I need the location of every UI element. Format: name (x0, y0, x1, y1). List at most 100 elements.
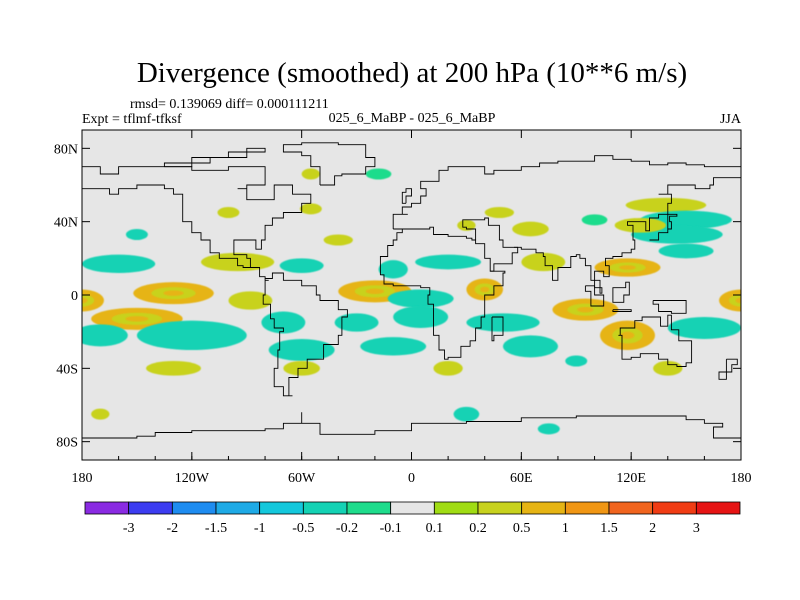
coastline-17 (163, 147, 266, 168)
stats-label: rmsd= 0.139069 diff= 0.000111211 (130, 97, 329, 112)
colorbar-swatch-7 (390, 501, 435, 515)
experiment-label: Expt = tflmf-tfksf (82, 112, 182, 127)
coastline-13 (612, 309, 632, 312)
colorbar-swatch-1 (128, 501, 173, 515)
field-cell-44 (565, 355, 588, 367)
field-cell-8 (301, 168, 320, 180)
field-cell-peak-29 (125, 316, 149, 322)
colorbar-swatch-6 (346, 501, 392, 515)
colorbar: -3 -2 -1.5 -1 -0.5 -0.2 -0.1 0.1 0.2 0.5 1 1.5 2 3 (84, 501, 741, 536)
coastline-15 (652, 300, 687, 314)
chart-title: Divergence (smoothed) at 200 hPa (10**6 … (137, 57, 687, 89)
colorbar-swatch-9 (477, 501, 523, 515)
coastline-0 (82, 166, 348, 397)
field-cell-12 (125, 229, 148, 240)
field-cell-21 (658, 243, 714, 259)
field-cell-peak-36 (577, 306, 594, 313)
coastline-12 (584, 285, 605, 307)
field-cell-45 (433, 361, 463, 376)
field-cell-49 (537, 423, 560, 435)
coastline-7 (514, 175, 741, 294)
coastline-5 (379, 226, 506, 360)
field-cell-34 (393, 306, 449, 328)
field-cell-33 (334, 313, 379, 332)
field-cell-41 (503, 335, 558, 358)
y-tick-label-1: 40N (54, 216, 78, 231)
comparison-label: 025_6_MaBP - 025_6_MaBP (329, 111, 496, 126)
field-cell-18 (415, 254, 482, 270)
colorbar-label-12: 2 (649, 521, 656, 536)
colorbar-label-7: 0.1 (426, 521, 444, 536)
field-cell-26 (228, 291, 273, 310)
coastline-11 (401, 188, 412, 204)
colorbar-swatch-14 (695, 501, 741, 515)
colorbar-swatch-3 (215, 501, 261, 515)
colorbar-label-0: -3 (123, 521, 135, 536)
field-cell-32 (261, 311, 306, 334)
colorbar-swatch-2 (171, 501, 217, 515)
field-cell-42 (146, 361, 201, 376)
field-cell-11 (217, 207, 240, 218)
field-cell-15 (82, 254, 156, 273)
colorbar-swatch-13 (652, 501, 697, 515)
field-cell-5 (484, 207, 515, 218)
colorbar-swatch-4 (259, 501, 304, 515)
season-label: JJA (720, 112, 742, 127)
y-tick-label-0: 80N (54, 142, 78, 157)
colorbar-label-8: 0.2 (469, 521, 487, 536)
field-cell-peak-24 (480, 286, 490, 293)
colorbar-label-9: 0.5 (513, 521, 531, 536)
x-tick-label-6: 180 (731, 471, 752, 486)
field-cell-38 (667, 317, 741, 339)
coastline-8 (618, 314, 693, 367)
field-cell-13 (323, 234, 353, 246)
field-cell-48 (91, 408, 110, 420)
y-tick-label-2: 0 (71, 289, 78, 304)
colorbar-swatch-11 (564, 501, 610, 515)
field-cell-47 (453, 406, 480, 422)
colorbar-swatch-5 (302, 501, 348, 515)
coastline-1 (182, 207, 251, 268)
coastline-10 (649, 213, 678, 241)
field-cell-peak-22 (365, 288, 385, 295)
field-cell-peak-28 (735, 297, 741, 304)
coastline-18 (718, 358, 738, 380)
coastline-2 (82, 184, 184, 207)
field-cell-31 (82, 324, 128, 347)
field-cell-16 (279, 258, 324, 273)
field-cell-core-27 (82, 294, 95, 307)
field-cell-9 (365, 168, 392, 180)
colorbar-label-11: 1.5 (600, 521, 618, 536)
plot-area (81, 129, 742, 461)
colorbar-label-3: -1 (254, 521, 266, 536)
colorbar-swatch-10 (521, 501, 566, 515)
x-tick-label-4: 60E (510, 471, 533, 486)
coastline-14 (612, 281, 630, 303)
x-tick-label-2: 60W (288, 471, 316, 486)
field-cell-10 (299, 203, 322, 215)
field-cell-3 (614, 218, 666, 233)
field-cell-peak-27 (82, 297, 88, 304)
field-cell-23 (387, 289, 454, 308)
field-cell-6 (457, 219, 476, 231)
coastline-4 (392, 155, 741, 229)
field-cell-39 (268, 339, 335, 361)
coastline-6 (462, 217, 519, 272)
field-cell-0 (625, 197, 707, 213)
colorbar-swatch-12 (608, 501, 654, 515)
coastlines (82, 142, 741, 439)
coastline-16 (491, 316, 504, 342)
colorbar-label-5: -0.2 (336, 521, 358, 536)
axes: 180 120W 60W 0 60E 120E 180 80N 40N 0 40S 80S (54, 130, 752, 486)
field-cell-peak-37 (620, 331, 635, 340)
field-cell-19 (521, 252, 566, 272)
field-cell-core-28 (728, 294, 741, 307)
x-tick-label-1: 120W (175, 471, 210, 486)
colorbar-label-1: -2 (166, 521, 178, 536)
field-cell-peak-20 (619, 265, 636, 270)
y-tick-label-3: 40S (56, 362, 78, 377)
field-cell-7 (512, 221, 549, 237)
x-tick-label-3: 0 (408, 471, 415, 486)
colorbar-label-10: 1 (562, 521, 569, 536)
